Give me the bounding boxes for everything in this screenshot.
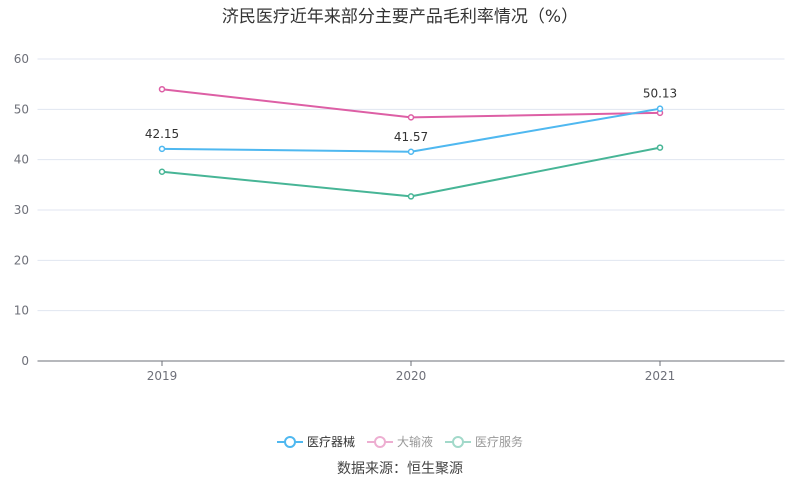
data-point	[407, 148, 415, 156]
legend-label: 大输液	[396, 435, 433, 449]
data-source: 数据来源：恒生聚源	[337, 461, 463, 477]
legend-line-circle-icon	[366, 435, 393, 448]
data-point	[656, 144, 664, 151]
legend-item[interactable]: 医疗器械	[276, 433, 355, 450]
legend-item[interactable]: 医疗服务	[445, 433, 523, 450]
data-point	[158, 85, 166, 93]
y-tick-label: 50	[14, 102, 29, 116]
data-point	[656, 105, 664, 112]
data-point	[158, 168, 166, 175]
x-tick-label: 2020	[396, 369, 427, 383]
data-label: 42.15	[145, 127, 179, 141]
legend-line-circle-icon	[276, 435, 303, 448]
legend: 医疗器械 大输液 医疗服务	[0, 433, 800, 450]
legend-label: 医疗器械	[306, 435, 355, 449]
x-tick-label: 2019	[147, 369, 178, 383]
y-tick-label: 60	[14, 52, 29, 66]
series-line-大输液	[161, 88, 661, 119]
data-label: 41.57	[394, 130, 428, 144]
line-chart: 0 10 20 30 40 50 60 2019 2020 2021 42.15 41.57 50.13	[14, 52, 785, 383]
legend-item[interactable]: 大输液	[366, 433, 433, 450]
y-tick-label: 0	[21, 354, 29, 368]
y-tick-label: 20	[14, 253, 29, 267]
chart-title: 济民医疗近年来部分主要产品毛利率情况（%）	[221, 7, 579, 27]
data-point	[158, 145, 166, 153]
legend-line-circle-icon	[445, 435, 471, 448]
y-tick-label: 40	[14, 153, 29, 167]
y-tick-label: 10	[14, 304, 29, 318]
data-label: 50.13	[643, 87, 677, 101]
data-point	[407, 193, 415, 200]
y-tick-label: 30	[14, 203, 29, 217]
x-tick-label: 2021	[645, 369, 676, 383]
data-point	[407, 114, 415, 121]
legend-label: 医疗服务	[475, 435, 524, 449]
